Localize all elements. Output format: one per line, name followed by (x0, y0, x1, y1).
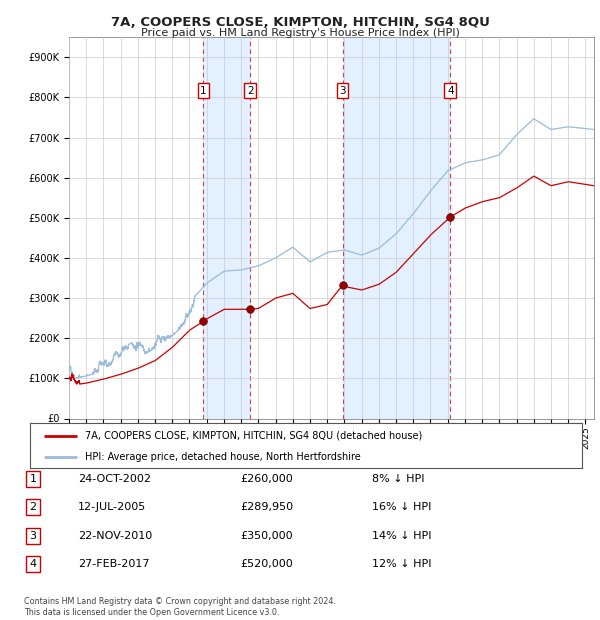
Text: 4: 4 (29, 559, 37, 569)
Bar (203, 37, 250, 418)
Text: 7A, COOPERS CLOSE, KIMPTON, HITCHIN, SG4 8QU: 7A, COOPERS CLOSE, KIMPTON, HITCHIN, SG4… (110, 16, 490, 29)
Text: 2: 2 (29, 502, 37, 512)
Text: 3: 3 (339, 86, 346, 95)
Text: 3: 3 (29, 531, 37, 541)
Text: 7A, COOPERS CLOSE, KIMPTON, HITCHIN, SG4 8QU (detached house): 7A, COOPERS CLOSE, KIMPTON, HITCHIN, SG4… (85, 431, 422, 441)
Text: £289,950: £289,950 (240, 502, 293, 512)
Text: 4: 4 (447, 86, 454, 95)
Text: 8% ↓ HPI: 8% ↓ HPI (372, 474, 425, 484)
Text: 12-JUL-2005: 12-JUL-2005 (78, 502, 146, 512)
Text: HPI: Average price, detached house, North Hertfordshire: HPI: Average price, detached house, Nort… (85, 452, 361, 462)
Text: 12% ↓ HPI: 12% ↓ HPI (372, 559, 431, 569)
Text: £520,000: £520,000 (240, 559, 293, 569)
Text: 2: 2 (247, 86, 254, 95)
Text: 1: 1 (200, 86, 207, 95)
Text: 24-OCT-2002: 24-OCT-2002 (78, 474, 151, 484)
Text: 14% ↓ HPI: 14% ↓ HPI (372, 531, 431, 541)
Text: 27-FEB-2017: 27-FEB-2017 (78, 559, 149, 569)
Text: 16% ↓ HPI: 16% ↓ HPI (372, 502, 431, 512)
Text: 22-NOV-2010: 22-NOV-2010 (78, 531, 152, 541)
Text: 1: 1 (29, 474, 37, 484)
Text: Price paid vs. HM Land Registry's House Price Index (HPI): Price paid vs. HM Land Registry's House … (140, 28, 460, 38)
Text: £260,000: £260,000 (240, 474, 293, 484)
Text: £350,000: £350,000 (240, 531, 293, 541)
Text: Contains HM Land Registry data © Crown copyright and database right 2024.
This d: Contains HM Land Registry data © Crown c… (24, 598, 336, 617)
Bar (343, 37, 450, 418)
